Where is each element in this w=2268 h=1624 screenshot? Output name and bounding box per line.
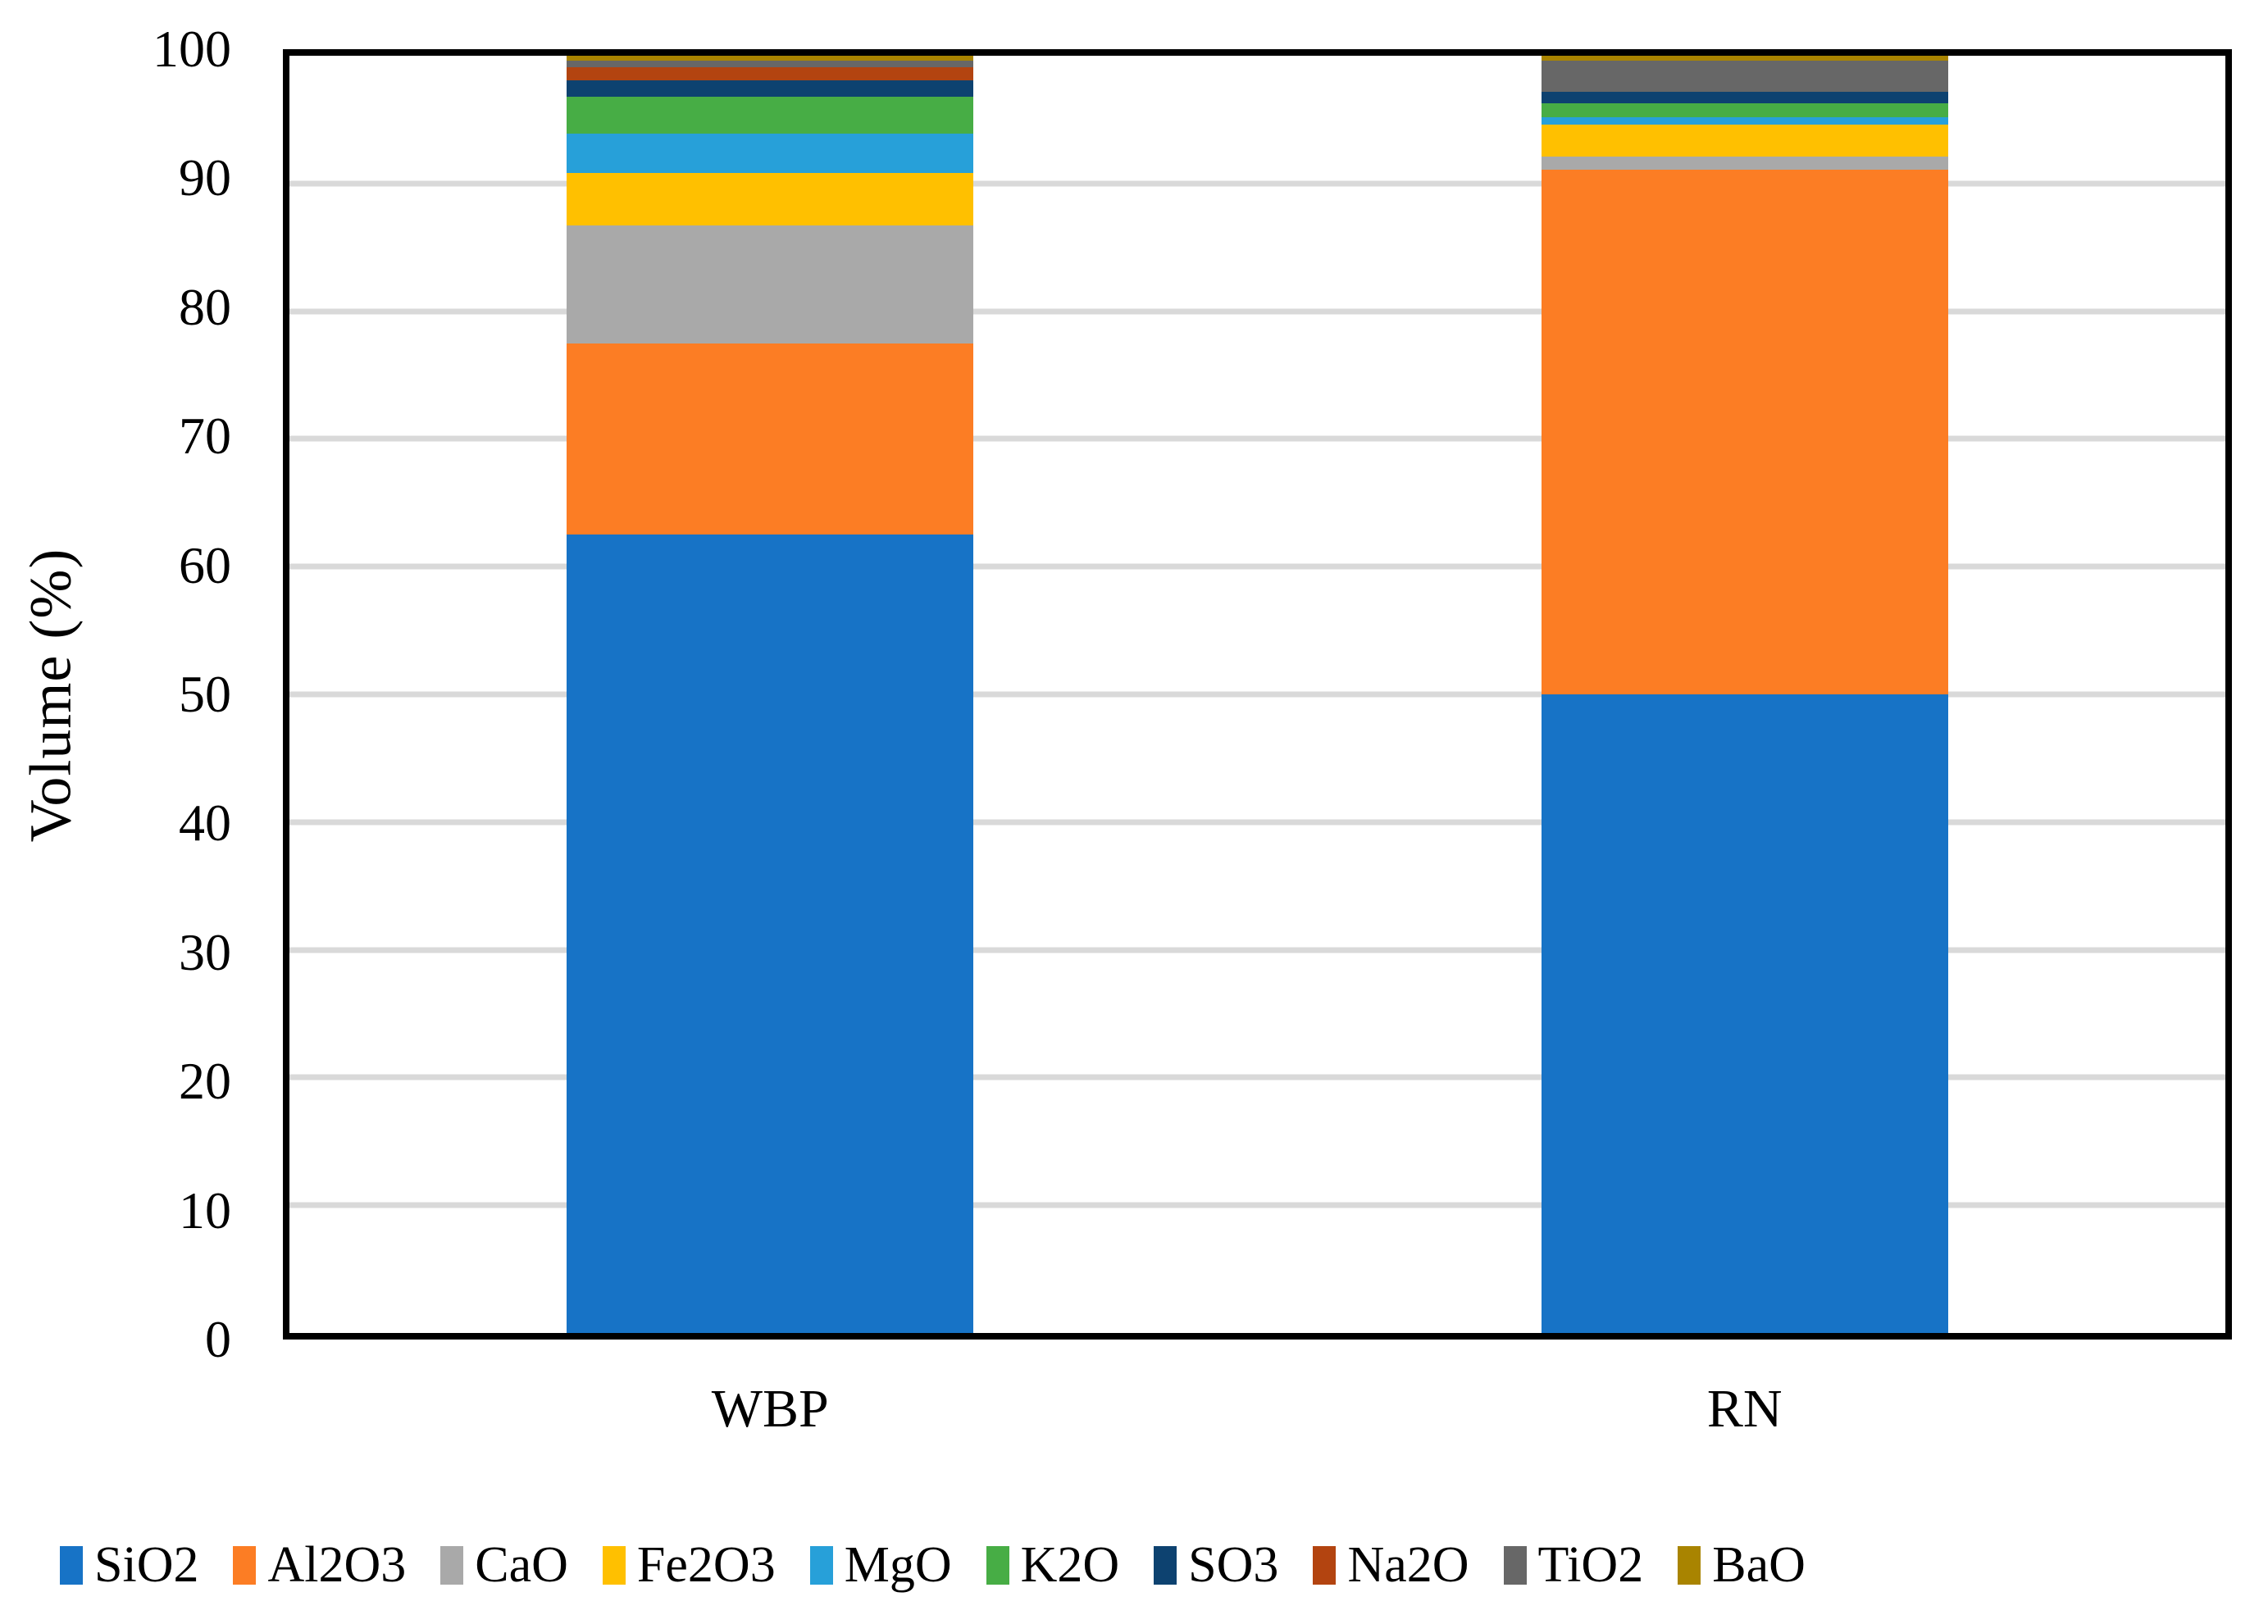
legend-swatch-fe2o3 bbox=[602, 1545, 626, 1585]
y-tick-label-10: 10 bbox=[179, 1180, 231, 1240]
y-tick-label-50: 50 bbox=[179, 665, 231, 723]
plot-area bbox=[283, 49, 2232, 1340]
y-tick-label-80: 80 bbox=[179, 277, 231, 336]
legend-swatch-cao bbox=[440, 1545, 464, 1585]
legend-swatch-mgo bbox=[809, 1545, 833, 1585]
segment-rn-mgo bbox=[1542, 116, 1948, 125]
gridline-80 bbox=[289, 308, 2225, 315]
legend: SiO2 Al2O3 CaO Fe2O3 MgO K2O SO3 Na2O TiO2 BaO bbox=[60, 1540, 2235, 1590]
legend-item-sio2: SiO2 bbox=[60, 1540, 198, 1590]
legend-label-cao: CaO bbox=[475, 1537, 568, 1593]
segment-wbp-sio2 bbox=[567, 535, 973, 1333]
segment-rn-cao bbox=[1542, 157, 1948, 170]
segment-wbp-tio2 bbox=[567, 61, 973, 68]
segment-rn-bao bbox=[1542, 56, 1948, 61]
bar-rn bbox=[1542, 56, 1948, 1333]
legend-swatch-so3 bbox=[1154, 1545, 1177, 1585]
y-tick-label-0: 0 bbox=[205, 1310, 231, 1368]
y-tick-label-100: 100 bbox=[153, 20, 231, 78]
category-label-wbp: WBP bbox=[711, 1379, 829, 1439]
segment-wbp-na2o bbox=[567, 67, 973, 80]
category-label-rn: RN bbox=[1706, 1379, 1783, 1439]
legend-label-sio2: SiO2 bbox=[94, 1537, 199, 1593]
y-axis-tick-labels: 0 10 20 30 40 50 60 70 80 90 100 bbox=[0, 23, 231, 1366]
segment-rn-tio2 bbox=[1542, 61, 1948, 92]
x-axis-category-labels: WBP RN bbox=[283, 1382, 2232, 1436]
legend-label-so3: SO3 bbox=[1188, 1537, 1279, 1593]
y-tick-label-60: 60 bbox=[179, 535, 231, 594]
gridline-90 bbox=[289, 180, 2225, 187]
legend-item-fe2o3: Fe2O3 bbox=[602, 1537, 776, 1593]
legend-label-fe2o3: Fe2O3 bbox=[636, 1537, 776, 1593]
y-tick-label-90: 90 bbox=[179, 148, 231, 207]
legend-label-mgo: MgO bbox=[844, 1537, 952, 1593]
segment-wbp-mgo bbox=[567, 134, 973, 174]
legend-item-al2o3: Al2O3 bbox=[233, 1540, 406, 1590]
y-tick-label-20: 20 bbox=[179, 1052, 231, 1111]
segment-rn-so3 bbox=[1542, 91, 1948, 103]
legend-item-mgo: MgO bbox=[809, 1537, 952, 1593]
segment-wbp-so3 bbox=[567, 80, 973, 97]
segment-rn-fe2o3 bbox=[1542, 125, 1948, 157]
legend-item-bao: BaO bbox=[1678, 1540, 1806, 1590]
segment-wbp-bao bbox=[567, 56, 973, 61]
legend-item-cao: CaO bbox=[440, 1540, 568, 1590]
legend-label-al2o3: Al2O3 bbox=[267, 1537, 407, 1593]
segment-wbp-al2o3 bbox=[567, 343, 973, 535]
gridline-40 bbox=[289, 819, 2225, 826]
legend-item-k2o: K2O bbox=[986, 1537, 1120, 1593]
y-tick-label-30: 30 bbox=[179, 922, 231, 981]
legend-swatch-bao bbox=[1678, 1545, 1701, 1585]
legend-swatch-sio2 bbox=[60, 1545, 83, 1585]
segment-wbp-cao bbox=[567, 225, 973, 343]
legend-label-k2o: K2O bbox=[1020, 1537, 1120, 1593]
legend-swatch-tio2 bbox=[1503, 1545, 1527, 1585]
legend-label-na2o: Na2O bbox=[1347, 1537, 1469, 1593]
bar-wbp bbox=[567, 56, 973, 1333]
gridline-30 bbox=[289, 947, 2225, 953]
legend-item-so3: SO3 bbox=[1154, 1540, 1278, 1590]
legend-item-tio2: TiO2 bbox=[1503, 1537, 1644, 1593]
legend-swatch-na2o bbox=[1313, 1545, 1337, 1585]
segment-rn-k2o bbox=[1542, 102, 1948, 117]
legend-item-na2o: Na2O bbox=[1313, 1540, 1469, 1590]
y-tick-label-70: 70 bbox=[179, 407, 231, 466]
gridline-20 bbox=[289, 1074, 2225, 1080]
segment-wbp-k2o bbox=[567, 96, 973, 134]
segment-wbp-fe2o3 bbox=[567, 173, 973, 226]
legend-swatch-k2o bbox=[986, 1545, 1009, 1585]
gridline-60 bbox=[289, 563, 2225, 570]
legend-label-tio2: TiO2 bbox=[1537, 1537, 1644, 1593]
legend-label-bao: BaO bbox=[1712, 1537, 1806, 1593]
y-tick-label-40: 40 bbox=[179, 794, 231, 853]
gridline-50 bbox=[289, 691, 2225, 698]
legend-swatch-al2o3 bbox=[233, 1545, 257, 1585]
gridline-70 bbox=[289, 435, 2225, 442]
gridline-10 bbox=[289, 1202, 2225, 1208]
segment-rn-al2o3 bbox=[1542, 169, 1948, 694]
segment-rn-sio2 bbox=[1542, 694, 1948, 1333]
